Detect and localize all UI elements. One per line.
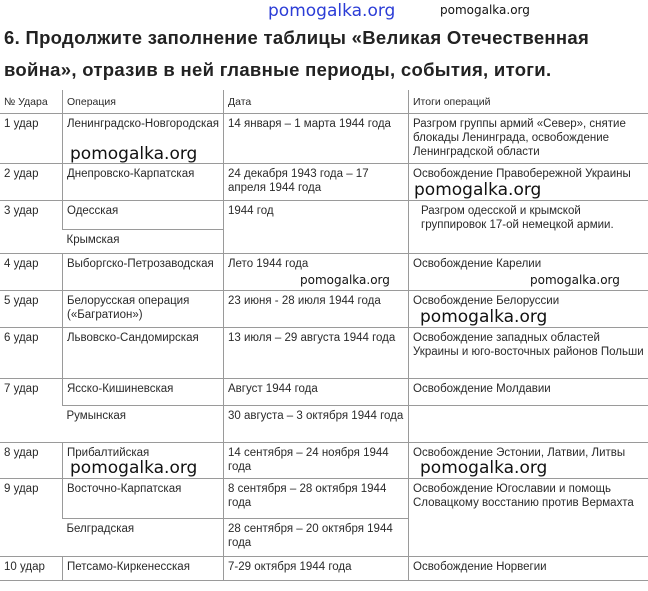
date: 13 июля – 29 августа 1944 года — [223, 327, 409, 379]
table-row: 9 удар Восточно-Карпатская 8 сентября – … — [0, 478, 648, 557]
result: Освобождение Эстонии, Латвии, Литвы — [408, 442, 648, 479]
result: Освобождение Карелии — [408, 253, 648, 291]
operation: Одесская — [62, 200, 224, 230]
result-empty — [408, 405, 648, 443]
strike-number: 8 удар — [0, 442, 63, 479]
operation: Восточно-Карпатская — [62, 478, 224, 519]
table-row: 4 удар Выборгско-Петрозаводская Лето 194… — [0, 253, 648, 291]
date: 14 сентября – 24 ноября 1944 года — [223, 442, 409, 479]
header-cell: № Удара — [0, 90, 63, 114]
header-cell: Операция — [62, 90, 224, 114]
watermark: pomogalka.org — [530, 273, 620, 287]
result: Освобождение Югославии и помощь Словацко… — [408, 478, 648, 557]
operation: Выборгско-Петрозаводская — [62, 253, 224, 291]
result: Разгром одесской и крымской группировок … — [408, 200, 648, 254]
strike-number: 10 удар — [0, 556, 63, 581]
table-subrow: Крымская — [0, 229, 648, 254]
strike-number: 3 удар — [0, 200, 63, 254]
watermark: pomogalka.org — [70, 458, 198, 478]
operation: Белорусская операция («Багратион») — [62, 290, 224, 328]
watermark-top: pomogalka.org — [268, 1, 396, 21]
strike-number: 1 удар — [0, 113, 63, 164]
operation: Днепровско-Карпатская — [62, 163, 224, 201]
strike-number: 4 удар — [0, 253, 63, 291]
header-cell: Дата — [223, 90, 409, 114]
operation: Львовско-Сандомирская — [62, 327, 224, 379]
date: 30 августа – 3 октября 1944 года — [223, 405, 409, 443]
date: 28 сентября – 20 октября 1944 года — [223, 518, 409, 557]
table-subrow: Румынская 30 августа – 3 октября 1944 го… — [0, 405, 648, 443]
task-title: 6. Продолжите заполнение таблицы «Велика… — [4, 27, 590, 80]
operation: Белградская — [62, 518, 224, 557]
strike-number: 2 удар — [0, 163, 63, 201]
operation: Румынская — [62, 405, 224, 443]
operation: Ясско-Кишиневская — [62, 378, 224, 406]
header-cell: Итоги операций — [408, 90, 648, 114]
operations-table: № Удара Операция Дата Итоги операций 1 у… — [0, 90, 648, 581]
result: Освобождение Норвегии — [408, 556, 648, 581]
operation: Петсамо-Киркенесская — [62, 556, 224, 581]
strike-number: 5 удар — [0, 290, 63, 328]
date: Лето 1944 года — [223, 253, 409, 291]
table-subrow: Белградская 28 сентября – 20 октября 194… — [0, 518, 648, 557]
result: Освобождение Правобережной Украины — [408, 163, 648, 201]
table-row: 8 удар Прибалтийская 14 сентября – 24 но… — [0, 442, 648, 479]
operation: Прибалтийская — [62, 442, 224, 479]
table-row: 3 удар Одесская 1944 год Разгром одесско… — [0, 200, 648, 254]
date: 14 января – 1 марта 1944 года — [223, 113, 409, 164]
result: Освобождение Молдавии — [408, 378, 648, 406]
date: 23 июня - 28 июля 1944 года — [223, 290, 409, 328]
watermark: pomogalka.org — [414, 180, 542, 200]
watermark: pomogalka.org — [300, 273, 390, 287]
strike-number: 7 удар — [0, 378, 63, 443]
table-row: 6 удар Львовско-Сандомирская 13 июля – 2… — [0, 327, 648, 379]
table-row: 1 удар Ленинградско-Новгородская 14 янва… — [0, 113, 648, 164]
date: Август 1944 года — [223, 378, 409, 406]
table-row: 5 удар Белорусская операция («Багратион»… — [0, 290, 648, 328]
table-row: 10 удар Петсамо-Киркенесская 7-29 октябр… — [0, 556, 648, 581]
table-row: 2 удар Днепровско-Карпатская 24 декабря … — [0, 163, 648, 201]
result: Разгром группы армий «Север», снятие бло… — [408, 113, 648, 164]
date: 8 сентября – 28 октября 1944 года — [223, 478, 409, 519]
table-header-row: № Удара Операция Дата Итоги операций — [0, 90, 648, 114]
watermark: pomogalka.org — [70, 144, 198, 164]
operation: Крымская — [62, 229, 224, 254]
watermark: pomogalka.org — [440, 3, 530, 17]
strike-number: 6 удар — [0, 327, 63, 379]
date: 1944 год — [223, 200, 409, 254]
date: 24 декабря 1943 года – 17 апреля 1944 го… — [223, 163, 409, 201]
strike-number: 9 удар — [0, 478, 63, 557]
operation: Ленинградско-Новгородская — [62, 113, 224, 164]
date: 7-29 октября 1944 года — [223, 556, 409, 581]
result: Освобождение западных областей Украины и… — [408, 327, 648, 379]
watermark: pomogalka.org — [420, 307, 548, 327]
result: Освобождение Белоруссии — [408, 290, 648, 328]
table-row: 7 удар Ясско-Кишиневская Август 1944 год… — [0, 378, 648, 443]
watermark: pomogalka.org — [420, 458, 548, 478]
